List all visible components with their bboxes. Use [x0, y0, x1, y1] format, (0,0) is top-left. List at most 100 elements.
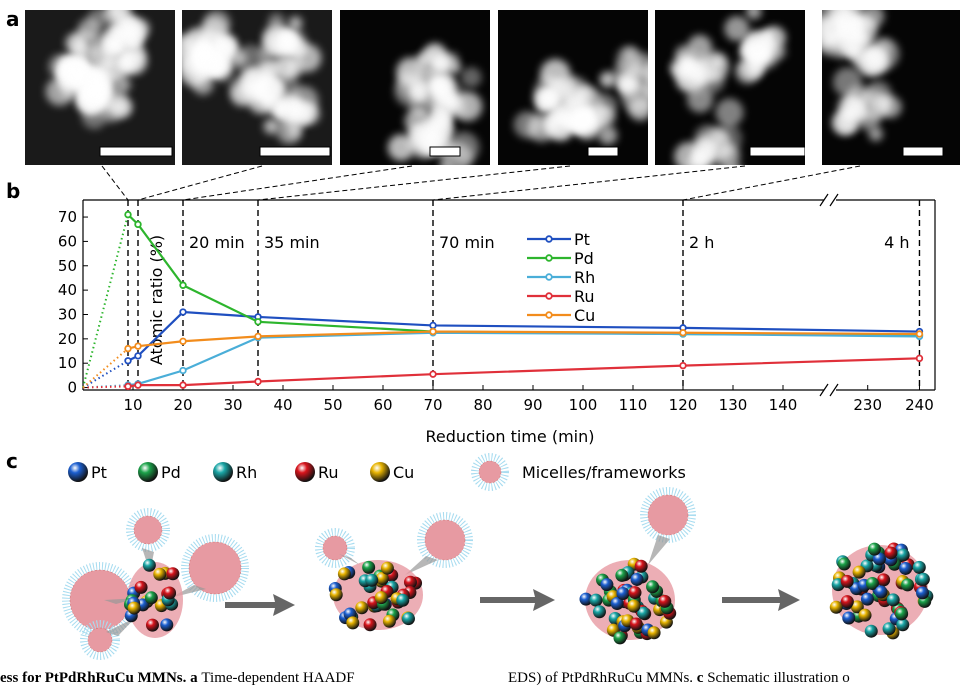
- blob: [617, 77, 633, 93]
- blob: [598, 126, 617, 145]
- connector: [102, 166, 128, 200]
- point: [135, 353, 141, 359]
- atom: [658, 595, 671, 608]
- blob: [833, 67, 862, 96]
- atom: [362, 561, 375, 574]
- blob: [46, 77, 74, 105]
- schematic-legend-label: Ru: [318, 463, 339, 482]
- point: [917, 331, 923, 337]
- x-tick-label: 80: [473, 396, 492, 414]
- x-tick-label: 90: [523, 396, 542, 414]
- x-tick-label: 30: [223, 396, 242, 414]
- blob: [130, 19, 150, 39]
- x-tick-label: 230: [853, 396, 882, 414]
- blob: [703, 167, 723, 187]
- scale-bar: [100, 147, 172, 156]
- atom: [163, 587, 176, 600]
- point: [125, 358, 131, 364]
- blob: [282, 102, 297, 117]
- blob: [63, 57, 87, 81]
- micrograph: [655, 4, 805, 188]
- blob: [868, 38, 899, 69]
- x-tick-label: 100: [569, 396, 598, 414]
- y-tick-label: 70: [58, 208, 77, 226]
- atom: [213, 462, 233, 482]
- atom: [631, 573, 644, 586]
- blob: [277, 119, 302, 144]
- x-tick-label: 50: [323, 396, 342, 414]
- blob: [869, 127, 883, 141]
- legend-marker: [546, 274, 552, 280]
- blob: [461, 67, 482, 88]
- atom: [916, 586, 929, 599]
- atom: [901, 578, 914, 591]
- blob: [688, 35, 713, 60]
- blob: [233, 51, 247, 65]
- time-label: 2 h: [689, 233, 714, 252]
- micelle-core: [134, 516, 162, 544]
- atom: [830, 601, 843, 614]
- arrow: [722, 589, 800, 611]
- atom: [861, 593, 874, 606]
- atom: [897, 548, 910, 561]
- atom: [841, 575, 854, 588]
- time-label: 70 min: [439, 233, 495, 252]
- blob: [410, 95, 431, 116]
- blob: [746, 4, 762, 20]
- legend-marker: [546, 293, 552, 299]
- micelle-label: Micelles/frameworks: [522, 463, 686, 482]
- atom: [853, 566, 866, 579]
- blob: [670, 63, 683, 76]
- blob: [422, 64, 454, 96]
- atom: [145, 591, 158, 604]
- caption-text: c: [697, 670, 704, 686]
- y-tick-label: 0: [67, 379, 77, 397]
- blob: [103, 3, 125, 25]
- atom: [593, 605, 606, 618]
- legend-label: Pd: [574, 249, 594, 268]
- micelle-core: [648, 495, 688, 535]
- caption-text: Schematic illustration o: [707, 670, 849, 686]
- point: [680, 363, 686, 369]
- atom: [617, 587, 630, 600]
- point: [430, 329, 436, 335]
- point: [430, 371, 436, 377]
- blob: [424, 43, 447, 66]
- atom: [364, 618, 377, 631]
- x-tick-label: 60: [373, 396, 392, 414]
- atom: [383, 615, 396, 628]
- atom: [166, 567, 179, 580]
- panel-label: c: [6, 449, 18, 473]
- atom: [630, 618, 643, 631]
- atom: [899, 562, 912, 575]
- atom: [128, 602, 141, 615]
- panel-label: b: [6, 179, 20, 203]
- point: [125, 384, 131, 390]
- atom: [628, 586, 641, 599]
- atom: [875, 586, 888, 599]
- x-tick-label: 70: [423, 396, 442, 414]
- atom: [887, 593, 900, 606]
- atom: [859, 609, 872, 622]
- atom: [160, 618, 173, 631]
- atom: [375, 591, 388, 604]
- point: [135, 222, 141, 228]
- legend-marker: [546, 312, 552, 318]
- blob: [409, 128, 427, 146]
- y-tick-label: 40: [58, 281, 77, 299]
- atom: [838, 557, 851, 570]
- x-tick-label: 140: [769, 396, 798, 414]
- atom: [138, 462, 158, 482]
- point: [180, 338, 186, 344]
- figure-svg: a b c Atomic ratio (%) Reduction time (m…: [0, 0, 960, 670]
- figure: a b c Atomic ratio (%) Reduction time (m…: [0, 0, 960, 693]
- micrograph: [25, 0, 175, 165]
- blob: [861, 5, 884, 28]
- scale-bar: [750, 147, 805, 156]
- scale-bar: [430, 147, 460, 156]
- atom: [648, 626, 661, 639]
- point: [125, 346, 131, 352]
- micrograph: [171, 10, 332, 165]
- point: [125, 212, 131, 218]
